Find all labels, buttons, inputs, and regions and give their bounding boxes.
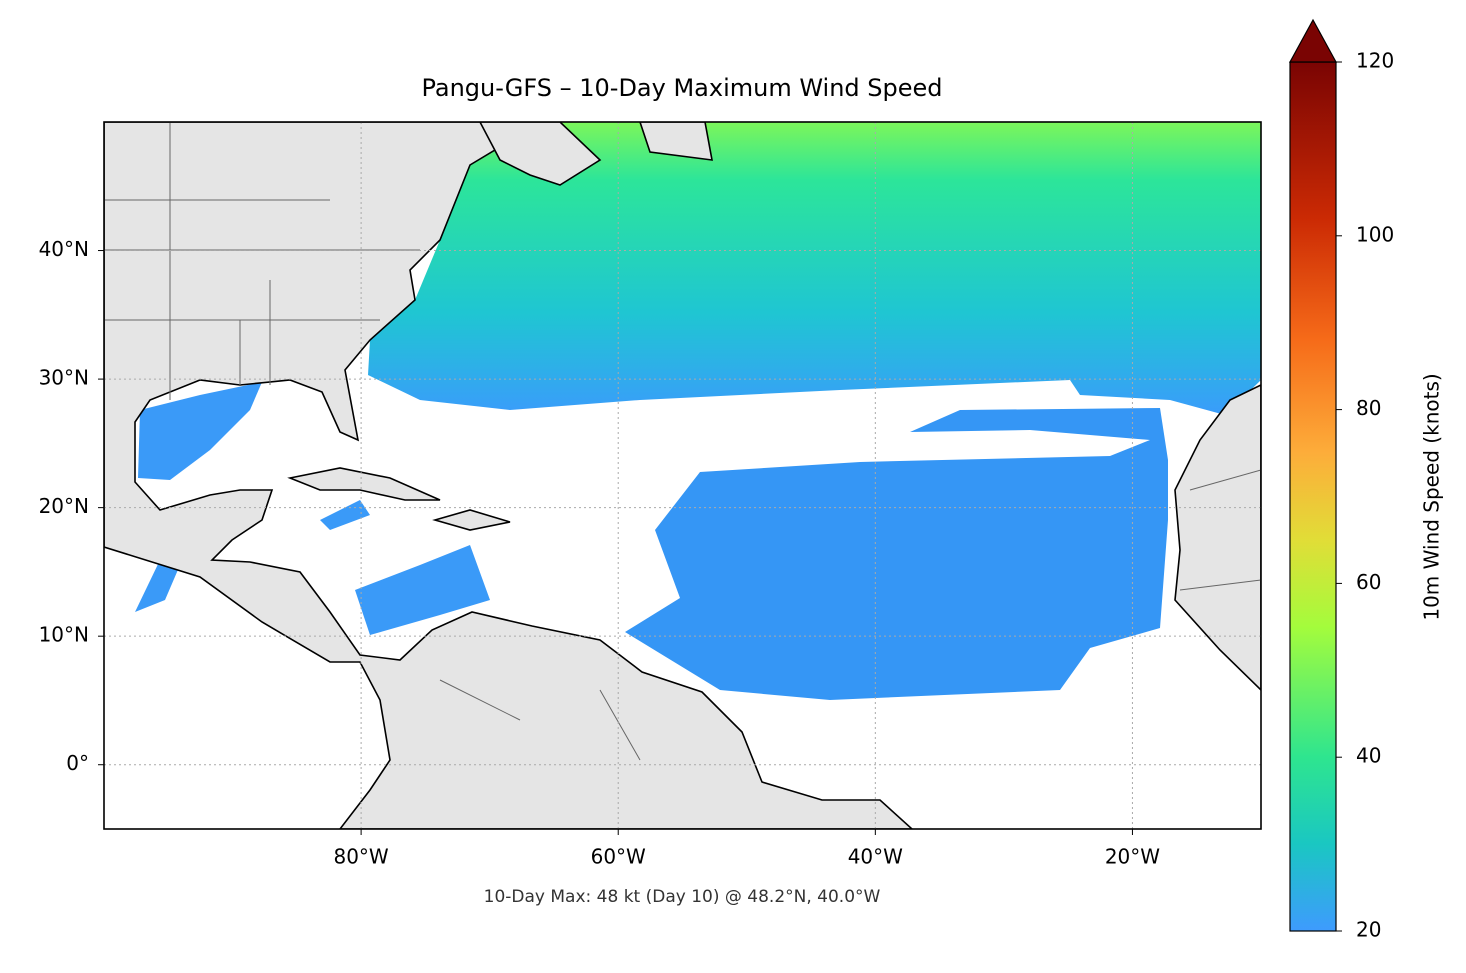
- wind-field: [355, 545, 490, 635]
- annotation: 10-Day Max: 48 kt (Day 10) @ 48.2°N, 40.…: [484, 887, 881, 907]
- colorbar-tick-label: 100: [1356, 222, 1394, 246]
- y-tick-label: 0°: [66, 751, 89, 775]
- y-tick-label: 40°N: [39, 237, 89, 261]
- x-tick-label: 60°W: [591, 845, 646, 869]
- land: [1174, 384, 1261, 692]
- colorbar-tick-label: 20: [1356, 918, 1381, 942]
- x-tick-label: 40°W: [848, 845, 903, 869]
- colorbar: [1289, 61, 1337, 932]
- y-tick-label: 10°N: [39, 623, 89, 647]
- land: [287, 467, 441, 501]
- land: [479, 122, 602, 186]
- border: [104, 122, 1261, 761]
- land: [432, 509, 511, 531]
- colorbar-tick-label: 120: [1356, 49, 1394, 73]
- colorbar-extend: [1288, 18, 1338, 63]
- wind-field: [138, 382, 262, 480]
- wind-field: [135, 560, 180, 612]
- colorbar-tick-label: 40: [1356, 744, 1381, 768]
- land: [639, 122, 713, 161]
- colorbar-label: 10m Wind Speed (knots): [1420, 373, 1444, 620]
- wind-field: [625, 408, 1168, 700]
- x-tick-label: 80°W: [333, 845, 388, 869]
- chart-title: Pangu-GFS – 10-Day Maximum Wind Speed: [421, 74, 942, 102]
- colorbar-tick-label: 60: [1356, 570, 1381, 594]
- map-area: [104, 122, 1261, 829]
- y-tick-label: 30°N: [39, 366, 89, 390]
- y-tick-label: 20°N: [39, 494, 89, 518]
- wind-field: [368, 122, 1261, 415]
- x-tick-label: 20°W: [1105, 845, 1160, 869]
- wind-field: [320, 500, 370, 530]
- map-frame: [103, 121, 1262, 830]
- land: [104, 122, 914, 829]
- colorbar-tick-label: 80: [1356, 396, 1381, 420]
